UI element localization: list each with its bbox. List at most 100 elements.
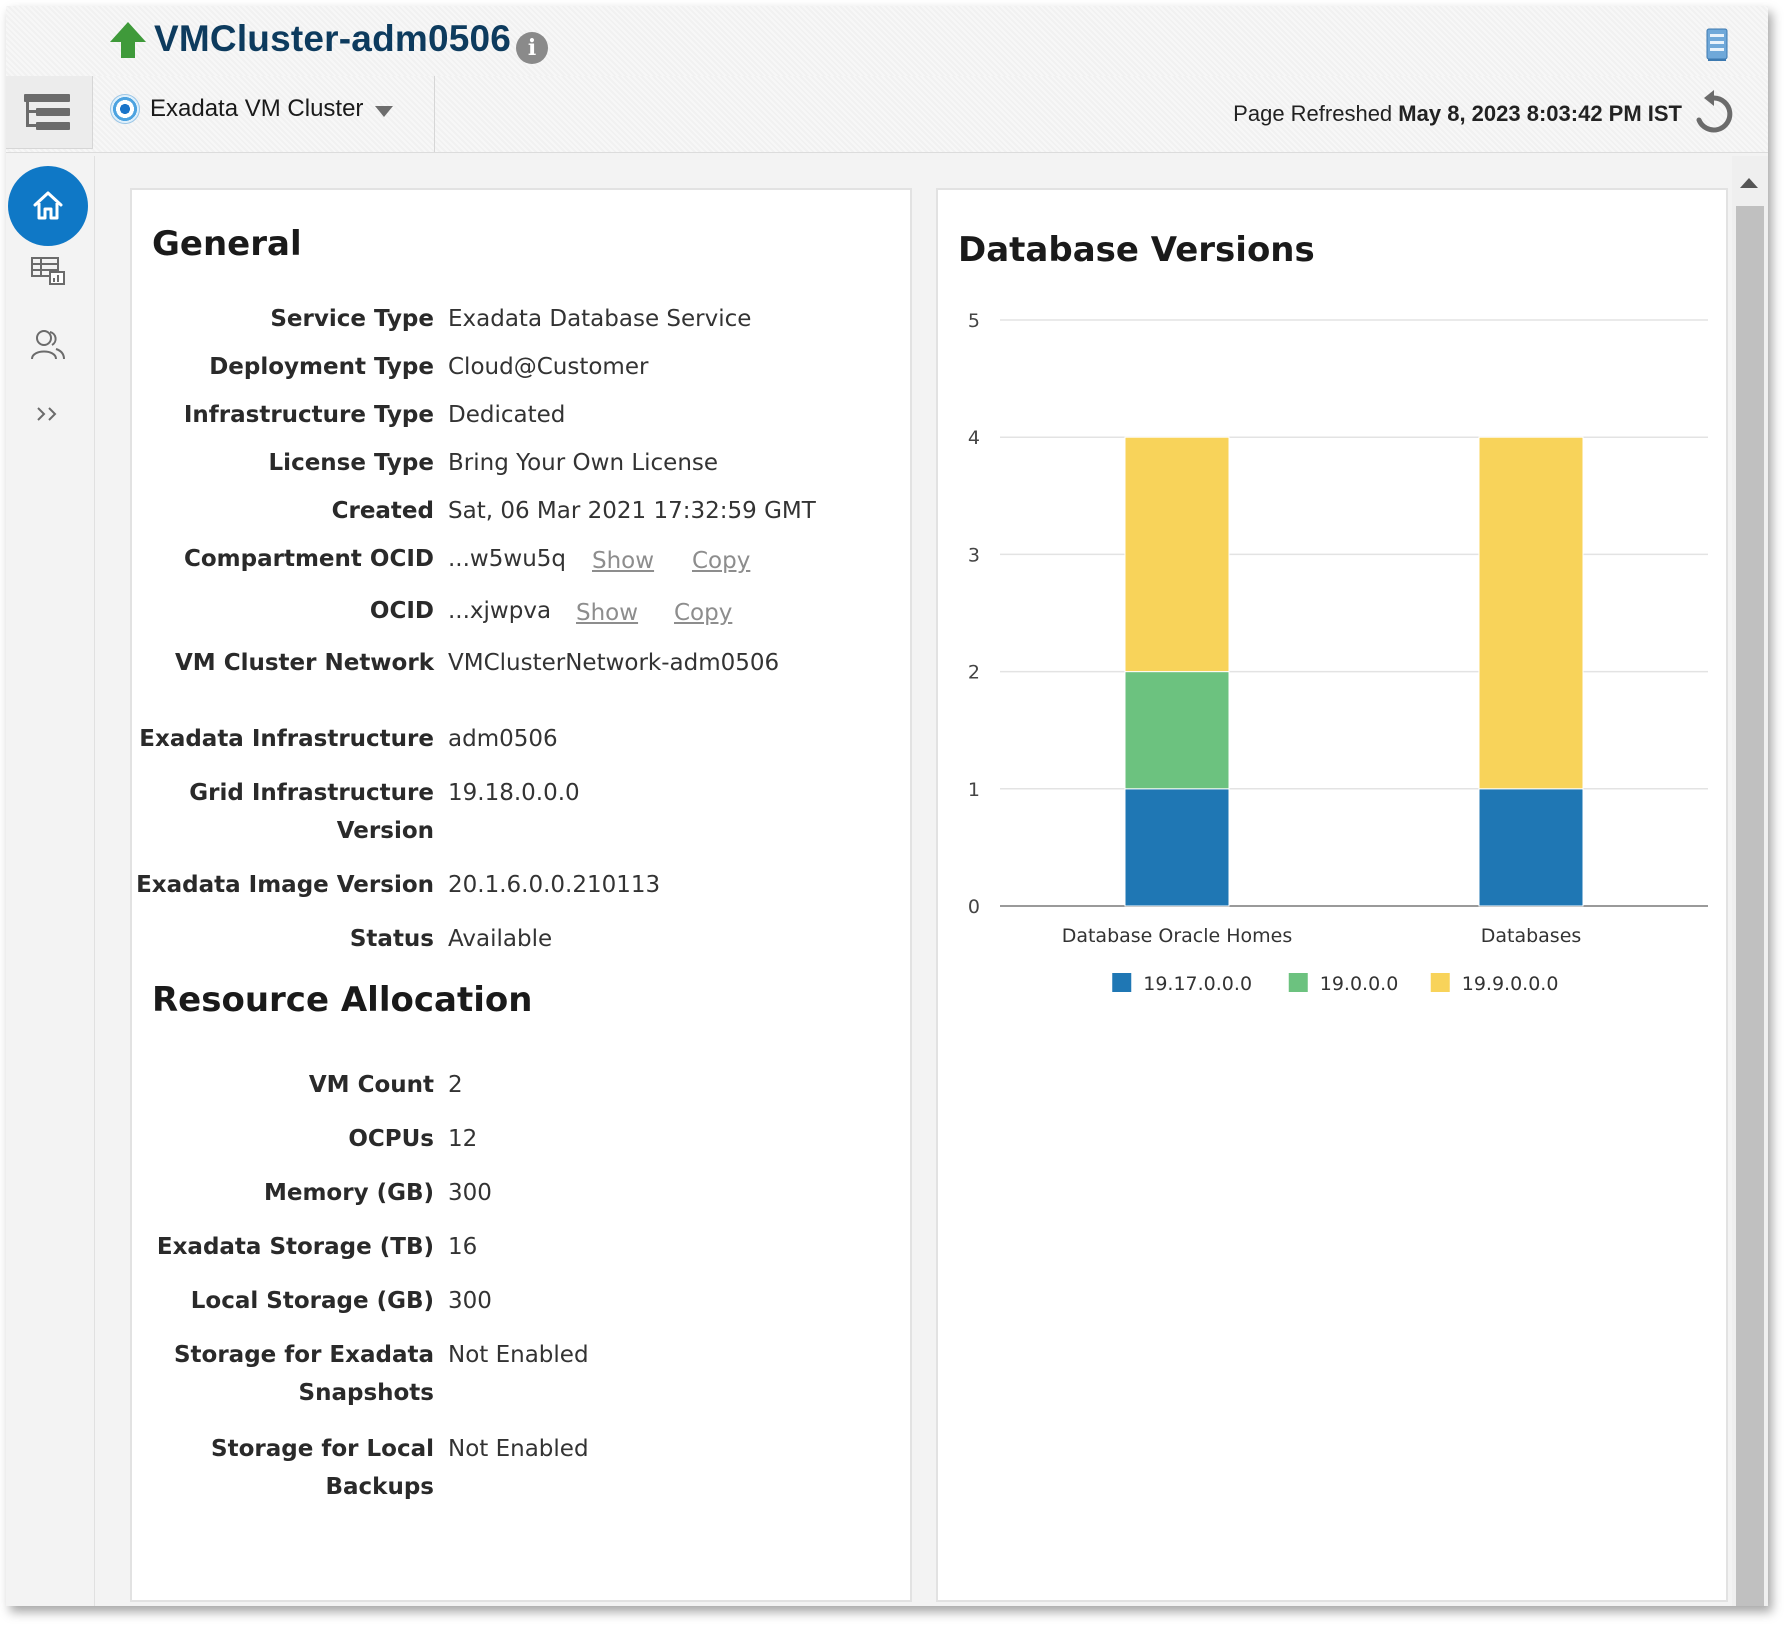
local-storage-value: 300: [448, 1288, 492, 1314]
vm-cluster-network-label: VM Cluster Network: [175, 650, 434, 676]
legend-swatch: [1288, 973, 1308, 992]
vm-count-label: VM Count: [308, 1072, 434, 1098]
ocid-show-link[interactable]: Show: [576, 600, 639, 626]
storage-exadata-snapshots-label: Storage for Exadata Snapshots: [114, 1336, 434, 1412]
refresh-time: May 8, 2023 8:03:42 PM IST: [1398, 101, 1682, 126]
ocid-value: ...xjwpva: [448, 598, 552, 624]
deployment-type-label: Deployment Type: [209, 354, 434, 380]
title-bar: VMCluster-adm0506 i: [6, 6, 1768, 77]
bar-segment: [1124, 436, 1230, 673]
memory-value: 300: [448, 1180, 492, 1206]
database-versions-chart: 0 1 2 3 4 5 Database Oracle Homes Databases 19.1…: [968, 310, 1708, 995]
y-tick-label: 0: [968, 896, 980, 918]
infrastructure-type-value: Dedicated: [448, 402, 566, 428]
grid-infrastructure-version-value: 19.18.0.0.0: [448, 780, 580, 806]
bar-segment: [1124, 671, 1230, 790]
ocpus-label: OCPUs: [348, 1126, 434, 1152]
legend-swatch: [1112, 973, 1132, 992]
legend-label: 19.9.0.0.0: [1462, 973, 1559, 995]
left-navigation: [6, 156, 95, 1606]
double-chevron-right-icon: [37, 407, 57, 421]
created-label: Created: [331, 498, 434, 524]
infrastructure-type-label: Infrastructure Type: [183, 402, 434, 428]
legend-label: 19.17.0.0.0: [1143, 973, 1252, 995]
exadata-storage-label: Exadata Storage (TB): [156, 1234, 434, 1260]
storage-exadata-snapshots-line1: Storage for Exadata: [173, 1342, 434, 1368]
database-versions-panel: Database Versions 0 1 2 3 4 5 Database Oracle …: [936, 188, 1728, 1602]
divider: [434, 76, 435, 152]
scrollbar-thumb[interactable]: [1736, 206, 1764, 1606]
storage-local-backups-line1: Storage for Local: [211, 1436, 434, 1462]
info-icon[interactable]: i: [516, 32, 548, 64]
page-title: VMCluster-adm0506: [154, 18, 512, 59]
status-value: Available: [448, 926, 553, 952]
x-category-label: Database Oracle Homes: [1062, 925, 1293, 947]
home-icon: [33, 191, 63, 220]
service-type-label: Service Type: [270, 306, 434, 332]
compartment-ocid-value: ...w5wu5q: [448, 546, 566, 572]
ocid-label: OCID: [369, 598, 434, 624]
y-tick-label: 4: [968, 427, 980, 449]
bar-segment: [1478, 436, 1584, 790]
grid-infrastructure-version-label: Grid Infrastructure Version: [114, 774, 434, 850]
server-icon[interactable]: [1706, 28, 1728, 62]
scroll-up-arrow-icon[interactable]: [1740, 178, 1758, 188]
target-type-label: Exadata VM Cluster: [150, 95, 364, 122]
storage-local-backups-label: Storage for Local Backups: [114, 1430, 434, 1506]
grid-infrastructure-label-line1: Grid Infrastructure: [189, 780, 434, 806]
nav-dashboard[interactable]: [28, 250, 68, 290]
exadata-image-version-label: Exadata Image Version: [136, 872, 434, 898]
license-type-label: License Type: [268, 450, 434, 476]
vm-count-value: 2: [448, 1072, 463, 1098]
users-icon: [31, 330, 65, 360]
vm-cluster-network-value: VMClusterNetwork-adm0506: [448, 650, 780, 676]
compartment-ocid-copy-link[interactable]: Copy: [692, 548, 751, 574]
y-tick-label: 3: [968, 544, 980, 566]
nav-users[interactable]: [28, 324, 68, 364]
main-content: General Service Type Exadata Database Se…: [106, 166, 1728, 1606]
nav-expand[interactable]: [28, 394, 68, 434]
database-versions-title: Database Versions: [958, 230, 1315, 270]
exadata-infrastructure-label: Exadata Infrastructure: [139, 726, 434, 752]
storage-local-backups-line2: Backups: [325, 1474, 434, 1500]
menu-tree-icon: [24, 94, 70, 130]
resource-allocation-title: Resource Allocation: [152, 980, 533, 1020]
target-icon: [110, 94, 140, 124]
general-panel: General Service Type Exadata Database Se…: [130, 188, 912, 1602]
navigation-menu-button[interactable]: [6, 76, 93, 149]
refresh-label: Page Refreshed: [1233, 101, 1393, 126]
storage-exadata-snapshots-line2: Snapshots: [298, 1380, 434, 1406]
refresh-icon[interactable]: [1690, 90, 1738, 138]
exadata-image-version-value: 20.1.6.0.0.210113: [448, 872, 661, 898]
bar-segment: [1478, 788, 1584, 907]
created-value: Sat, 06 Mar 2021 17:32:59 GMT: [448, 498, 816, 524]
exadata-infrastructure-value: adm0506: [448, 726, 558, 752]
y-tick-label: 2: [968, 662, 980, 684]
legend-label: 19.0.0.0: [1320, 973, 1399, 995]
status-up-arrow-icon: [110, 22, 146, 58]
local-storage-label: Local Storage (GB): [190, 1288, 434, 1314]
grid-infrastructure-label-line2: Version: [336, 818, 434, 844]
general-title: General: [152, 224, 302, 264]
page-refreshed: Page Refreshed May 8, 2023 8:03:42 PM IS…: [1233, 101, 1682, 127]
y-tick-label: 5: [968, 310, 980, 332]
license-type-value: Bring Your Own License: [448, 450, 719, 476]
ocpus-value: 12: [448, 1126, 478, 1152]
chevron-down-icon: [375, 105, 394, 117]
memory-label: Memory (GB): [263, 1180, 434, 1206]
ocid-copy-link[interactable]: Copy: [674, 600, 733, 626]
storage-exadata-snapshots-value: Not Enabled: [448, 1342, 589, 1368]
compartment-ocid-show-link[interactable]: Show: [592, 548, 655, 574]
y-tick-label: 1: [968, 779, 980, 801]
target-type-menu[interactable]: Exadata VM Cluster: [110, 94, 394, 124]
storage-local-backups-value: Not Enabled: [448, 1436, 589, 1462]
legend-swatch: [1430, 973, 1450, 992]
compartment-ocid-label: Compartment OCID: [184, 546, 434, 572]
status-label: Status: [349, 926, 434, 952]
service-type-value: Exadata Database Service: [448, 306, 752, 332]
x-category-label: Databases: [1481, 925, 1582, 947]
bar-segment: [1124, 788, 1230, 907]
nav-home[interactable]: [8, 166, 88, 246]
table-chart-icon: [31, 257, 65, 285]
target-bar: Exadata VM Cluster Page Refreshed May 8,…: [6, 76, 1768, 153]
